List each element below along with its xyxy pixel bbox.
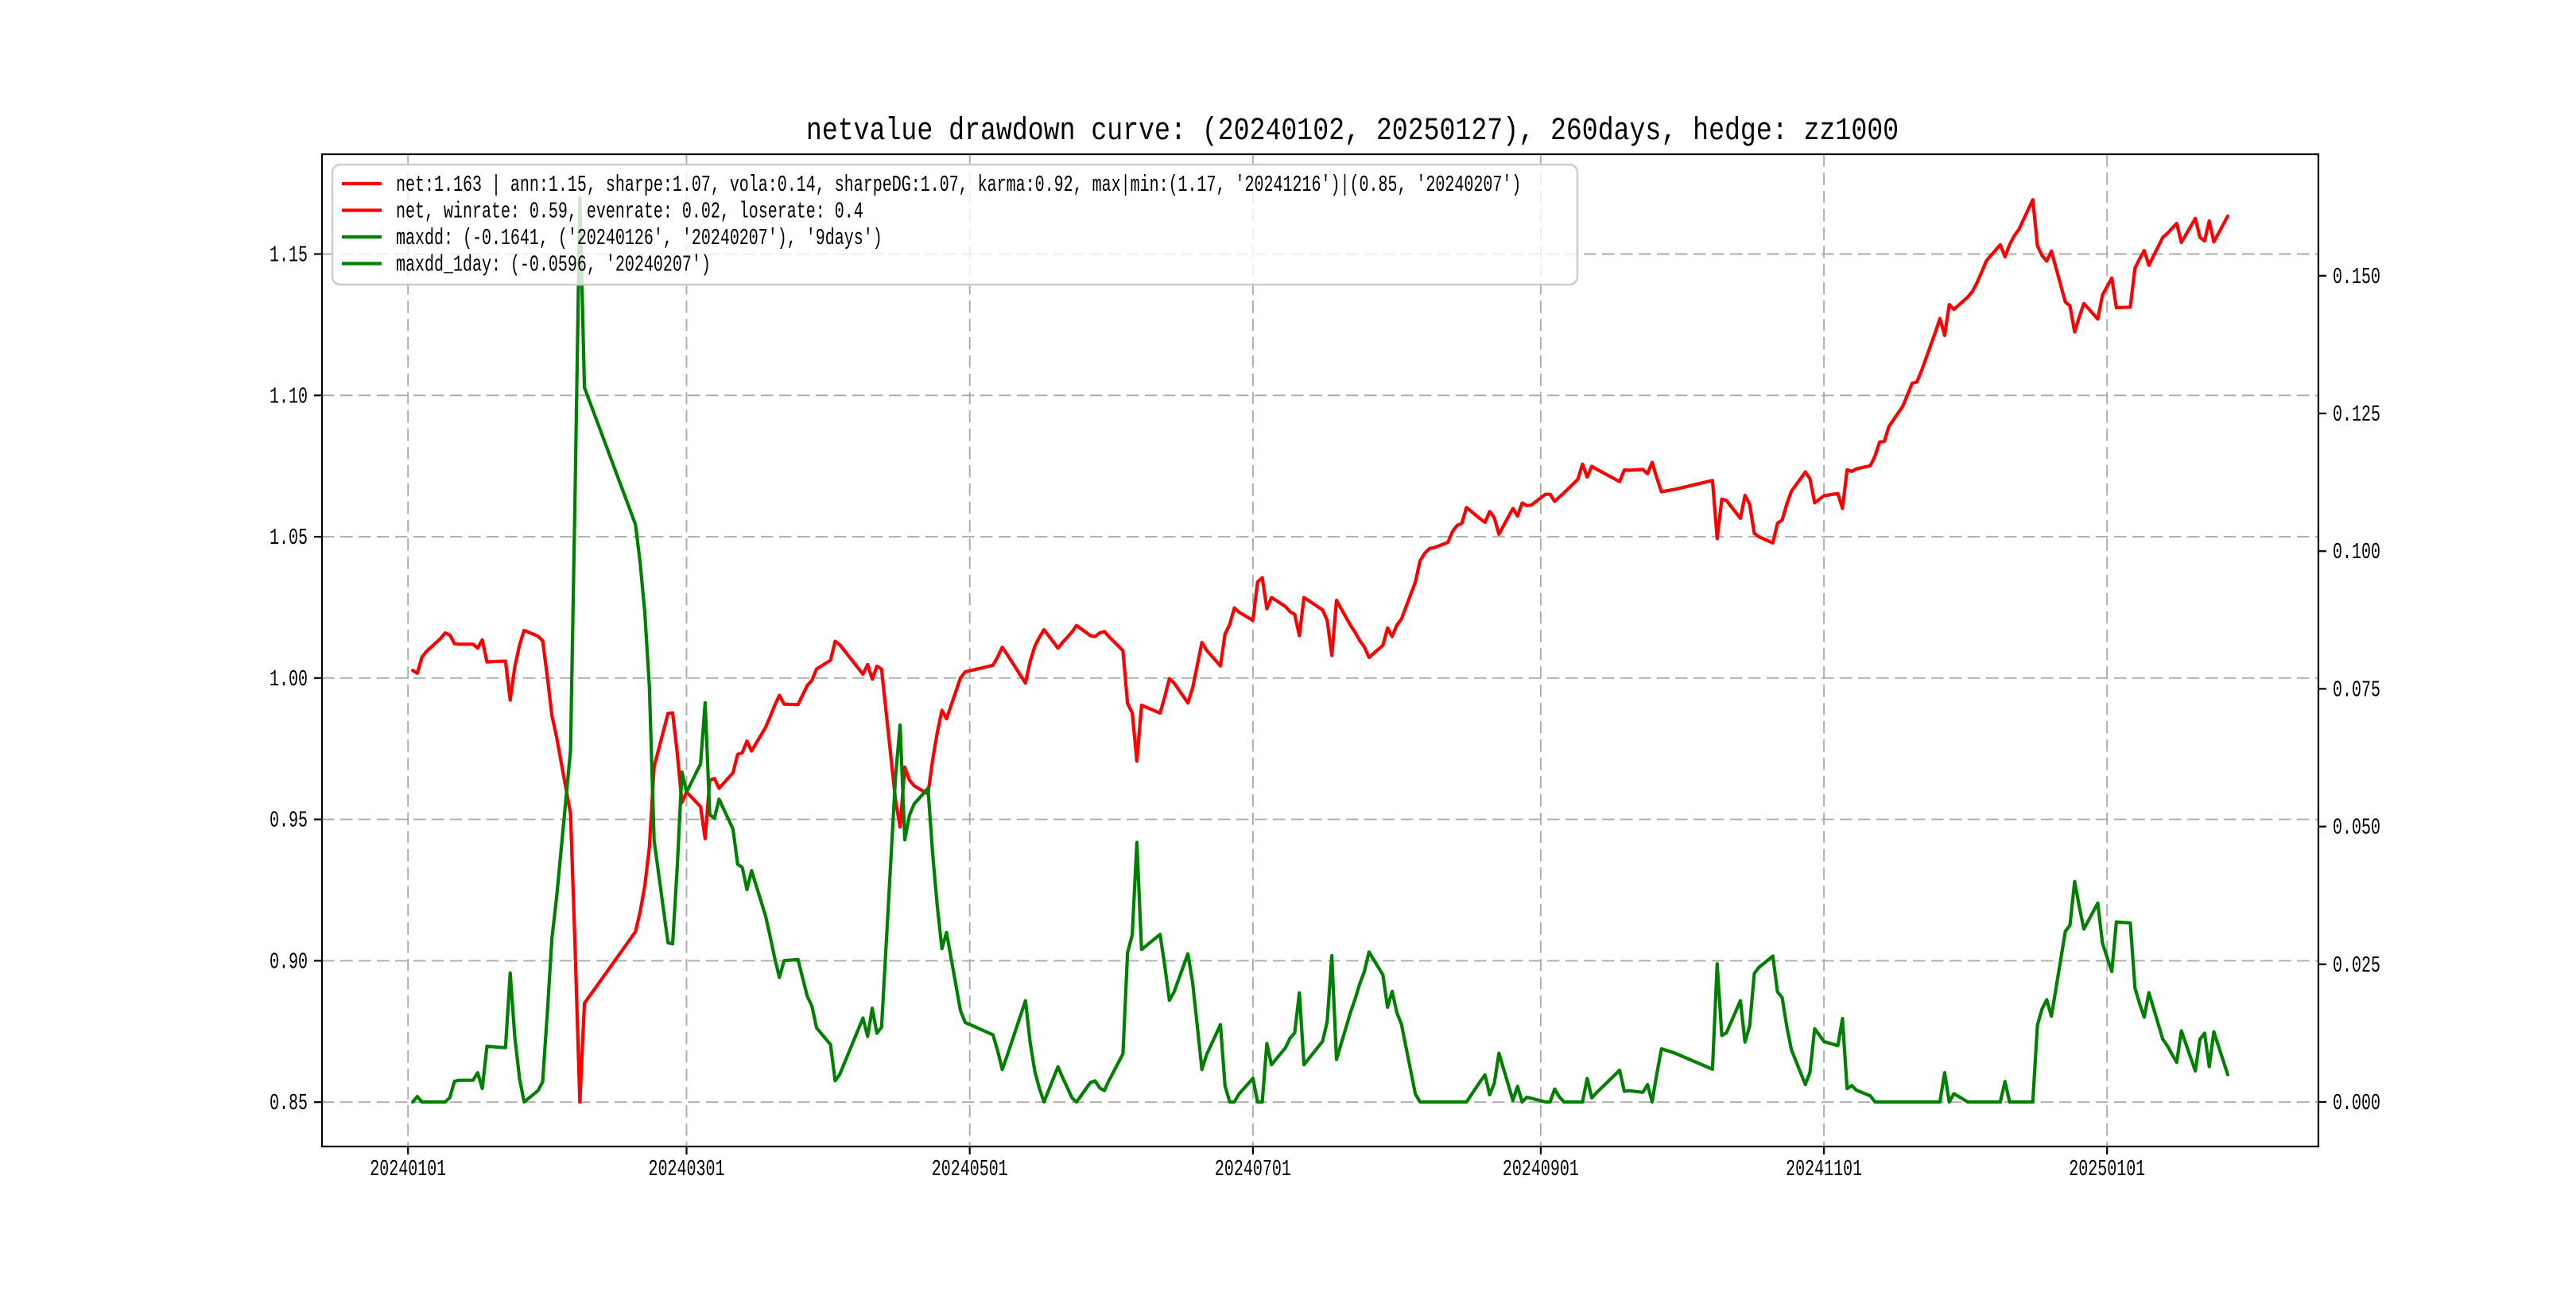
svg-text:1.05: 1.05 <box>270 526 308 551</box>
svg-text:0.90: 0.90 <box>270 950 308 975</box>
svg-text:maxdd_1day: (-0.0596, '2024020: maxdd_1day: (-0.0596, '20240207') <box>396 254 711 278</box>
svg-text:0.050: 0.050 <box>2333 817 2380 841</box>
svg-text:0.125: 0.125 <box>2333 403 2380 428</box>
svg-text:1.00: 1.00 <box>270 668 308 693</box>
svg-text:0.075: 0.075 <box>2333 678 2380 703</box>
svg-text:20240101: 20240101 <box>370 1158 446 1182</box>
svg-text:net:1.163 | ann:1.15, sharpe:1: net:1.163 | ann:1.15, sharpe:1.07, vola:… <box>396 173 1521 198</box>
svg-text:20240501: 20240501 <box>932 1158 1008 1182</box>
svg-text:20241101: 20241101 <box>1786 1158 1862 1182</box>
svg-text:maxdd: (-0.1641, ('20240126',: maxdd: (-0.1641, ('20240126', '20240207'… <box>396 227 883 251</box>
svg-text:0.85: 0.85 <box>270 1092 308 1116</box>
svg-text:0.000: 0.000 <box>2333 1092 2380 1116</box>
svg-text:netvalue drawdown curve: (2024: netvalue drawdown curve: (20240102, 2025… <box>806 113 1899 149</box>
svg-text:net, winrate: 0.59, evenrate:: net, winrate: 0.59, evenrate: 0.02, lose… <box>396 200 863 225</box>
svg-text:0.025: 0.025 <box>2333 954 2380 979</box>
svg-text:1.15: 1.15 <box>270 244 308 269</box>
svg-text:20240301: 20240301 <box>649 1158 725 1182</box>
svg-text:20240901: 20240901 <box>1503 1158 1579 1182</box>
svg-text:0.95: 0.95 <box>270 809 308 834</box>
svg-text:0.150: 0.150 <box>2333 266 2380 290</box>
svg-text:20240701: 20240701 <box>1215 1158 1291 1182</box>
svg-text:20250101: 20250101 <box>2069 1158 2145 1182</box>
svg-text:0.100: 0.100 <box>2333 541 2380 565</box>
svg-text:1.10: 1.10 <box>270 385 308 409</box>
